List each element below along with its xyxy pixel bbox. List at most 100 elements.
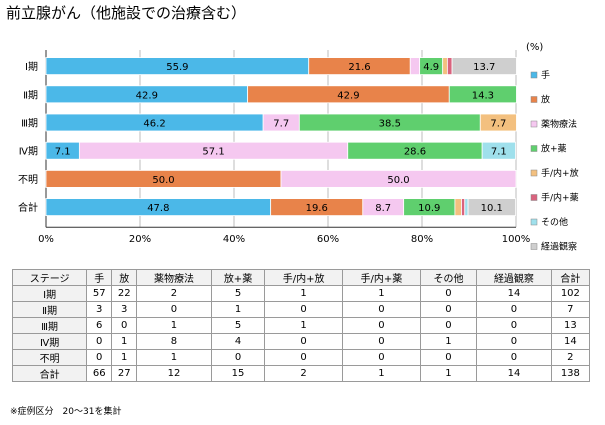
data-label: 7.7 (490, 119, 506, 130)
legend-swatch (530, 169, 538, 177)
table-cell: 8 (136, 333, 212, 350)
x-tick-label: 40% (223, 234, 245, 245)
table-cell: 0 (136, 301, 212, 318)
table-cell: 12 (136, 365, 212, 382)
stacked-bar-chart: 0% 20% 40% 60% 80% 100% (%) Ⅰ期 55.9 21.6 4.9 13.7 Ⅱ期… (18, 42, 579, 253)
table-cell: 102 (550, 285, 591, 302)
table-cell: 22 (111, 285, 138, 302)
legend-label: 手/内+薬 (541, 192, 579, 204)
table-cell: 0 (342, 333, 421, 350)
data-label: 8.7 (375, 203, 391, 214)
table-cell: 2 (264, 365, 343, 382)
table-cell: 0 (476, 333, 552, 350)
table-cell: 0 (419, 301, 478, 318)
table-cell: 6 (86, 317, 113, 334)
legend-label: その他 (541, 216, 568, 228)
table-cell: 27 (111, 365, 138, 382)
bar-segment (280, 169, 517, 188)
unit-label: (%) (526, 42, 543, 53)
table-cell: 0 (342, 349, 421, 366)
data-label: 28.6 (404, 147, 426, 158)
table-header-cell: 薬物療法 (136, 269, 212, 286)
data-label: 14.3 (472, 90, 494, 101)
data-label: 7.1 (491, 147, 507, 158)
table-cell: 138 (550, 365, 591, 382)
x-tick-label: 20% (129, 234, 151, 245)
data-label: 46.2 (143, 119, 165, 130)
table-cell: 1 (136, 317, 212, 334)
legend-label: 経過観察 (541, 241, 577, 253)
data-label: 50.0 (387, 175, 409, 186)
table-body: Ⅰ期 57 22 2 5 1 1 0 14 102 Ⅱ期 3 3 0 1 0 0 0 0 7 Ⅲ期 6 0 1 5 1 0 0 0 13 Ⅳ… (11, 285, 591, 382)
page-title: 前立腺がん（他施設での治療含む） (6, 4, 247, 22)
data-label: 19.6 (306, 203, 328, 214)
category-label: 不明 (18, 174, 38, 186)
table-cell: 0 (264, 333, 343, 350)
category-label: Ⅳ期 (19, 146, 38, 158)
table-header-cell: 経過観察 (476, 269, 552, 286)
table-cell: 57 (86, 285, 113, 302)
table-row: Ⅳ期 0 1 8 4 0 0 1 0 14 (11, 333, 591, 350)
legend-swatch (530, 96, 538, 103)
table-cell: 0 (419, 317, 478, 334)
data-label: 42.9 (136, 90, 158, 101)
table-row: Ⅱ期 3 3 0 1 0 0 0 0 7 (11, 301, 591, 318)
bar-segment (451, 57, 517, 75)
category-label: 合計 (18, 201, 38, 214)
table-cell: 0 (476, 317, 552, 334)
table-cell: 1 (111, 349, 138, 366)
table-header-row: ステージ 手 放 薬物療法 放+薬 手/内+放 手/内+薬 その他 経過観察 合… (11, 269, 591, 286)
data-label: 50.0 (152, 175, 174, 186)
table-header-cell: 手/内+薬 (342, 269, 421, 286)
legend-swatch (530, 120, 538, 128)
table-header-cell: 合計 (550, 269, 591, 286)
data-label: 57.1 (202, 147, 224, 158)
table-cell: 0 (86, 333, 113, 350)
table-row: 不明 0 1 1 0 0 0 0 0 2 (11, 349, 591, 366)
table-cell: 0 (476, 349, 552, 366)
table-cell: 0 (111, 317, 138, 334)
table-cell: 1 (210, 301, 266, 318)
table-cell: 1 (419, 365, 478, 382)
data-table: ステージ 手 放 薬物療法 放+薬 手/内+放 手/内+薬 その他 経過観察 合… (11, 269, 591, 382)
data-label: 7.7 (273, 119, 289, 130)
data-label: 10.9 (418, 203, 440, 214)
table-row-header-cell: Ⅱ期 (11, 301, 88, 318)
table-cell: 1 (342, 365, 421, 382)
bar-segment (479, 113, 517, 132)
table-cell: 14 (476, 285, 552, 302)
data-label: 4.9 (423, 62, 439, 73)
data-label: 10.1 (481, 203, 503, 214)
table-header-cell: 放+薬 (210, 269, 266, 286)
data-label: 47.8 (147, 203, 169, 214)
table-row: 合計 66 27 12 15 2 1 1 14 138 (11, 365, 591, 382)
x-tick-label: 80% (411, 234, 433, 245)
legend-label: 放 (541, 94, 550, 106)
table-header-cell: ステージ (11, 269, 88, 286)
table-cell: 1 (419, 333, 478, 350)
legend-swatch (530, 194, 538, 201)
table-cell: 0 (86, 349, 113, 366)
x-tick-label: 60% (317, 234, 339, 245)
table-cell: 0 (419, 349, 478, 366)
table-cell: 66 (86, 365, 113, 382)
table-cell: 1 (111, 333, 138, 350)
table-cell: 2 (550, 349, 591, 366)
table-cell: 4 (210, 333, 266, 350)
bar-segment (409, 57, 421, 75)
table-cell: 5 (210, 317, 266, 334)
table-cell: 0 (419, 285, 478, 302)
category-label: Ⅰ期 (25, 61, 38, 73)
table-header-cell: その他 (419, 269, 478, 286)
bar-segment (446, 57, 453, 75)
legend-label: 手 (541, 69, 550, 81)
table-cell: 13 (550, 317, 591, 334)
table-cell: 1 (264, 285, 343, 302)
legend-swatch (530, 218, 538, 226)
table-cell: 2 (136, 285, 212, 302)
legend-label: 放+薬 (541, 143, 567, 155)
table-cell: 15 (210, 365, 266, 382)
table-cell: 0 (264, 301, 343, 318)
table-header-cell: 手/内+放 (264, 269, 343, 286)
bar-segment (467, 198, 516, 217)
